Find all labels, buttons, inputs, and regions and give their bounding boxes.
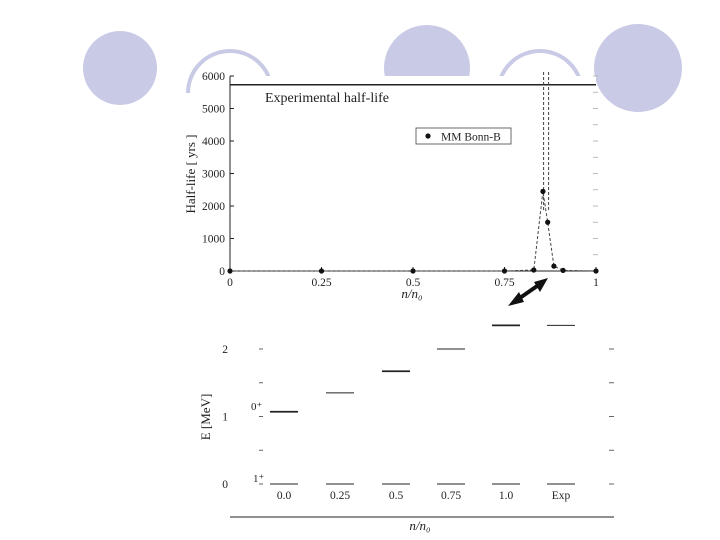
experimental-half-life-label: Experimental half-life [265, 91, 389, 106]
x-tick-label: 0.5 [406, 277, 421, 289]
data-point [545, 219, 551, 225]
y-tick-label: 6000 [202, 71, 225, 83]
x-tick-label: 0 [227, 277, 233, 289]
state-labels: 0⁺ 1⁺ [251, 401, 265, 485]
energy-level-chart: 0 1 2 0⁺ 1⁺ 0.0 0.25 0.5 0.75 1.0 Exp E [MeV] n/… [198, 324, 614, 533]
peak-lines [543, 72, 550, 211]
data-point [501, 268, 508, 274]
series-curve [230, 191, 597, 272]
y-tick-labels: 0 1 2 [222, 344, 228, 491]
data-point [410, 268, 416, 274]
plot-area [230, 76, 596, 271]
data-points [227, 188, 599, 274]
x-tick-label: 0.25 [311, 277, 331, 289]
data-point [531, 267, 537, 273]
y-tick-label: 3000 [202, 169, 225, 181]
x-tick-label: 1.0 [499, 490, 514, 502]
y-tick-label: 4000 [202, 136, 225, 148]
y-tick-label: 2 [222, 344, 228, 356]
data-point [227, 268, 233, 274]
state-label: 1⁺ [253, 473, 265, 485]
decor-circle-filled [594, 24, 682, 112]
data-point [318, 268, 325, 274]
data-point [551, 263, 557, 269]
data-point [540, 188, 546, 194]
y-tick-label: 2000 [202, 201, 225, 213]
x-tick-label: Exp [552, 490, 571, 502]
x-tick-labels: 0.0 0.25 0.5 0.75 1.0 Exp [277, 490, 571, 502]
data-point [593, 268, 599, 274]
energy-levels [270, 324, 575, 485]
y-tick-label: 1 [222, 412, 228, 424]
legend-box [415, 127, 512, 145]
y-tick-label: 5000 [202, 104, 225, 116]
decor-arc [496, 49, 584, 94]
legend-marker [425, 133, 431, 139]
y-axis-title: Half-life [ yrs ] [183, 134, 198, 213]
decor-arc [186, 49, 274, 94]
x-tick-label: 0.5 [389, 490, 404, 502]
x-tick-label: 0.75 [494, 277, 514, 289]
data-point [560, 267, 566, 273]
decor-circle-filled [83, 31, 157, 105]
y-tick-labels: 0 1000 2000 3000 4000 5000 6000 [202, 71, 234, 278]
x-tick-label: 1 [593, 277, 599, 289]
y-tick-label: 0 [222, 479, 228, 491]
x-axis-title: n/n₀ [401, 286, 422, 301]
double-arrow-icon [508, 278, 548, 306]
x-tick-label: 0.0 [277, 490, 292, 502]
y-tick-marks [259, 348, 614, 485]
y-axis-title: E [MeV] [198, 394, 213, 441]
x-tick-label: 0.25 [330, 490, 350, 502]
x-tick-label: 0.75 [441, 490, 461, 502]
x-axis-title: n/n₀ [409, 518, 430, 533]
y-tick-label: 1000 [202, 234, 225, 246]
state-label: 0⁺ [251, 401, 263, 413]
y-tick-label: 0 [219, 266, 225, 278]
legend-label: MM Bonn-B [441, 132, 501, 144]
